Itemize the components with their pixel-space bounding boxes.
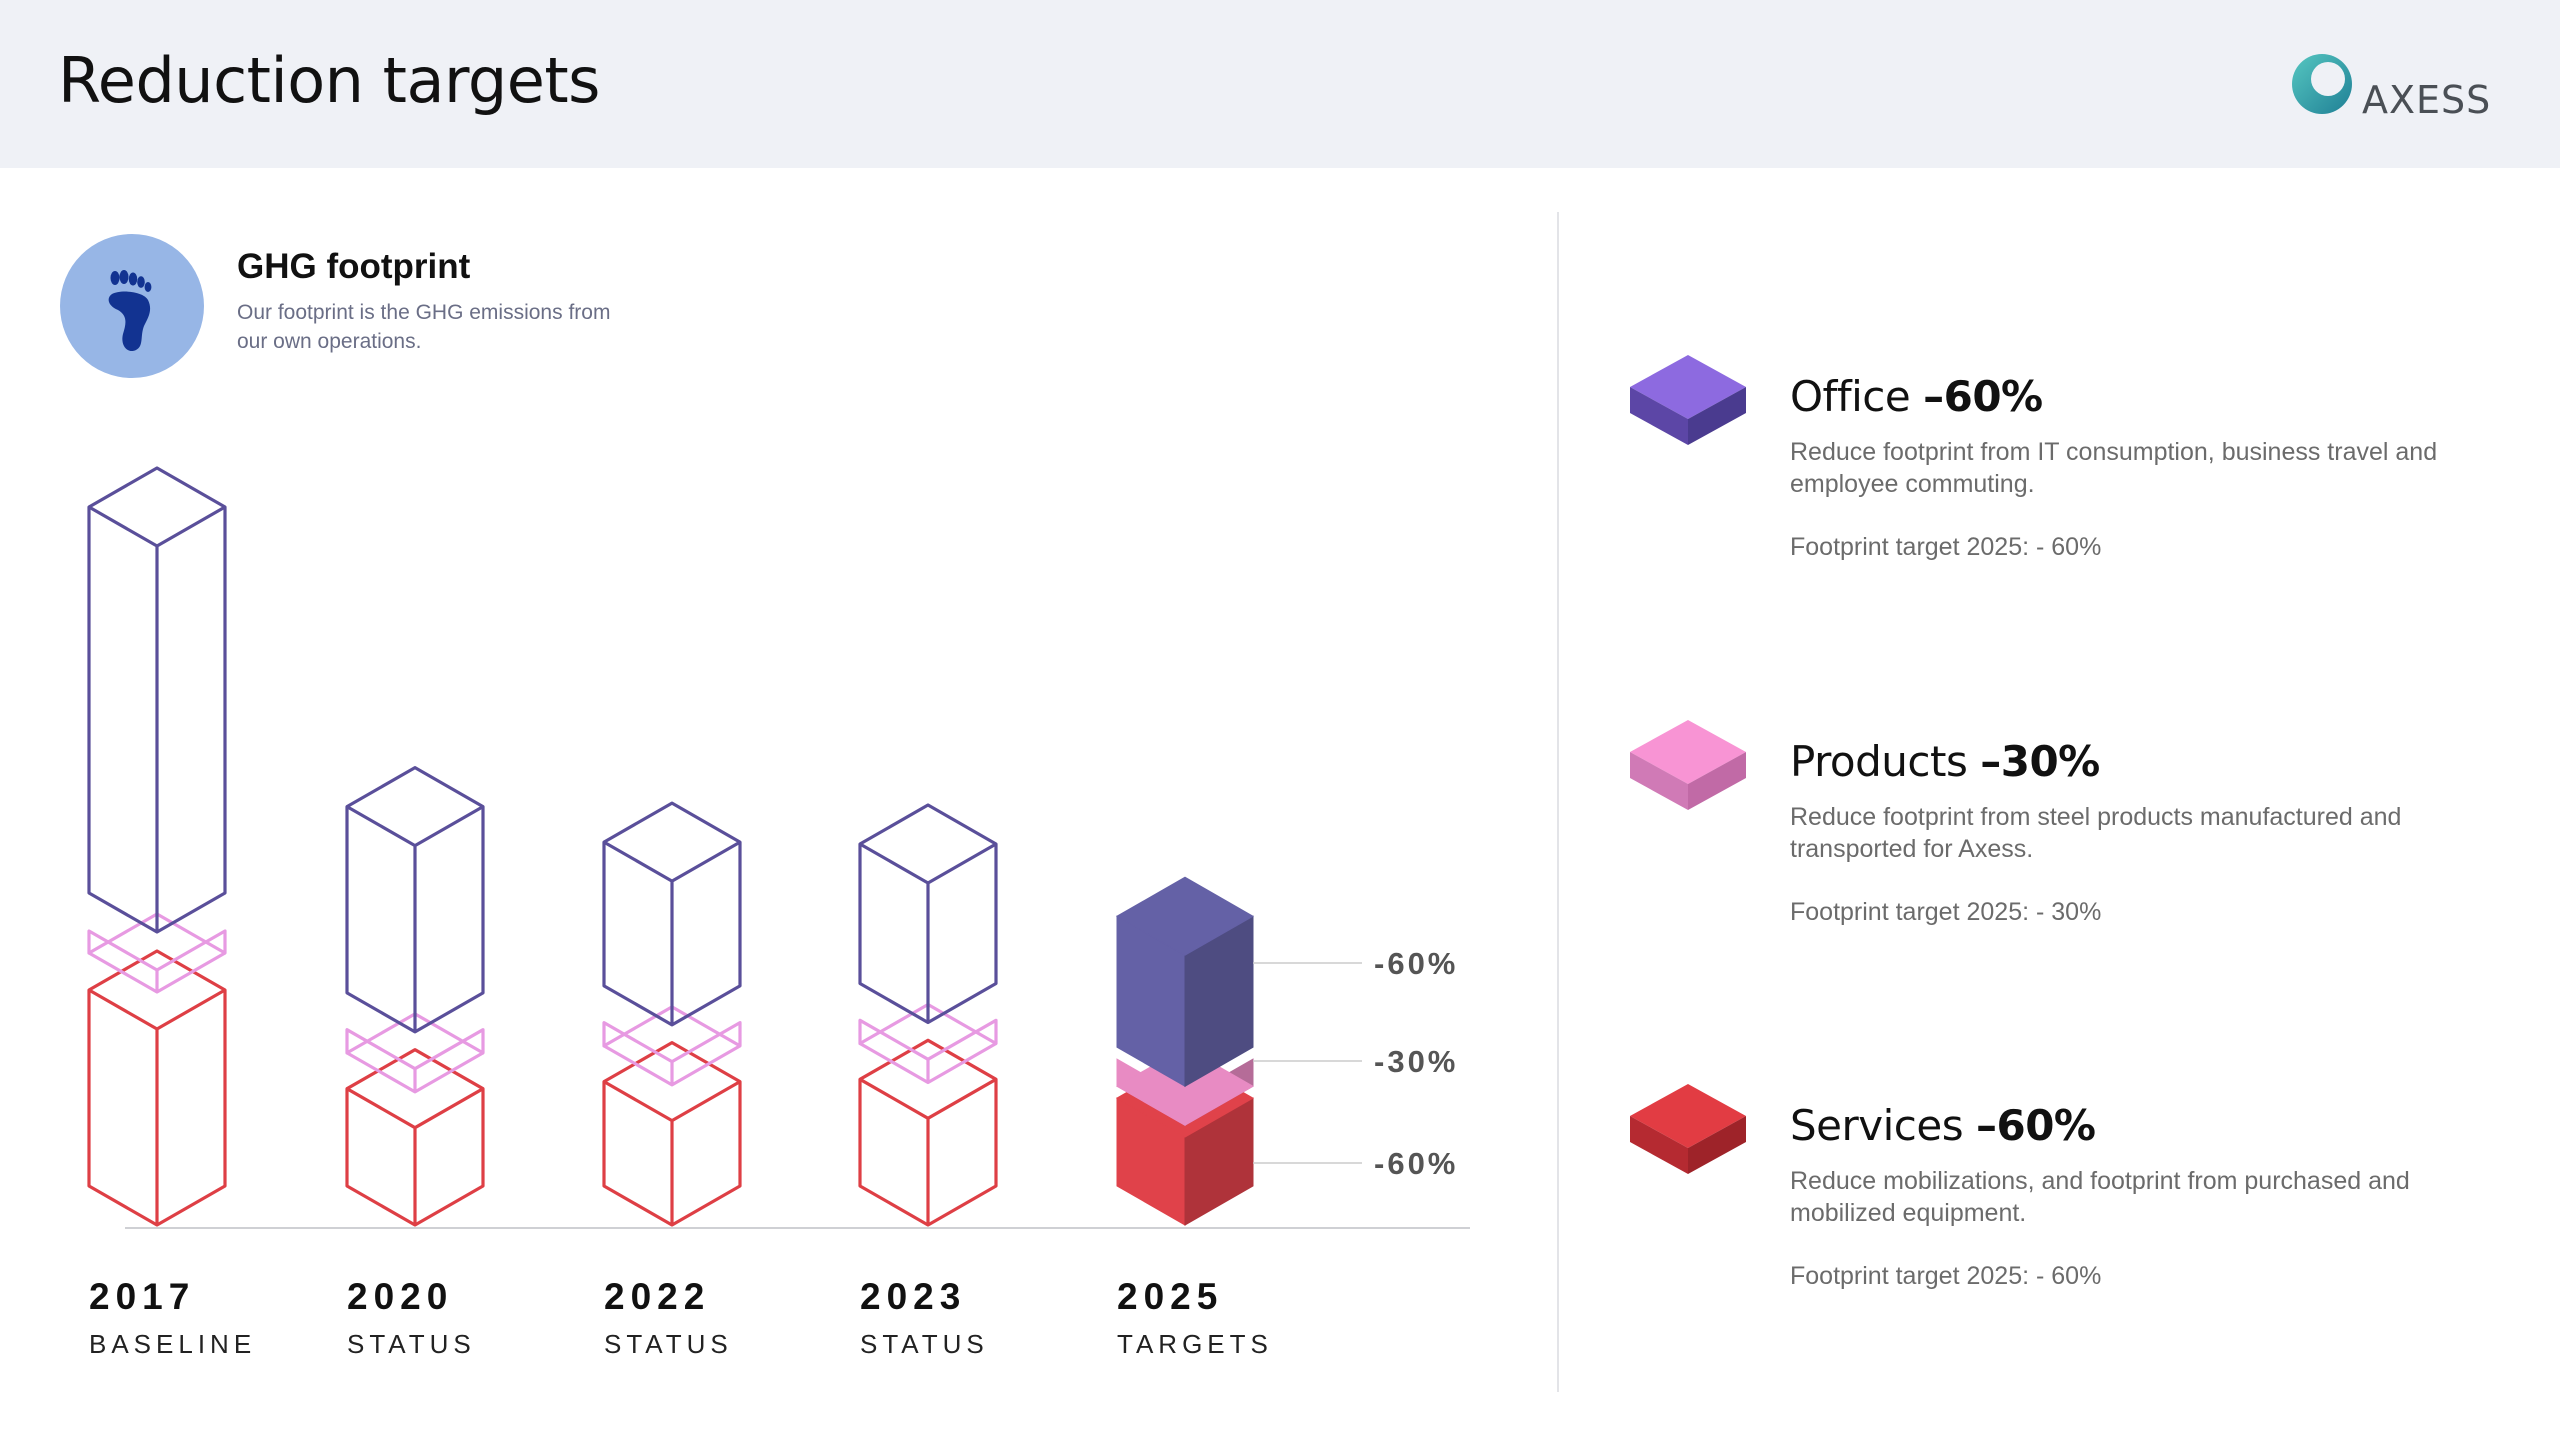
category-sublabel-2022: STATUS [604,1329,733,1359]
footprint-icon [108,270,152,352]
footprint-icon-badge [60,234,204,378]
bar-products-2020-edges [346,1051,484,1094]
products-legend-title: Products –30% [1790,737,2100,786]
category-sublabel-2017: BASELINE [89,1329,256,1359]
bar-office-2025 [1115,876,1255,1088]
bar-services-2020-outline [345,1048,485,1227]
bar-products-2022-edges [603,1044,741,1087]
services-legend-title: Services –60% [1790,1101,2096,1150]
logo-text: AXESS [2362,78,2492,122]
ghg-footprint-description: Our footprint is the GHG emissions from … [237,301,611,353]
bar-services-2022-outline [602,1041,742,1227]
products-legend-description: Reduce footprint from steel products man… [1790,803,2402,863]
bar-office-2025-top-face [1115,876,1255,956]
bar-services-2017-outline [87,949,227,1227]
header-bar: Reduction targets AXESS [0,0,2560,168]
office-legend-description: Reduce footprint from IT consumption, bu… [1790,438,2438,498]
services-legend-target: Footprint target 2025: - 60% [1790,1262,2102,1290]
office-legend-icon [1630,355,1746,445]
bar-services-2017 [87,949,227,1227]
category-sublabel-2025: TARGETS [1117,1329,1273,1359]
bar-services-2023-edges [859,1077,997,1225]
bar-office-2022-outline [602,801,742,1027]
bar-office-2022 [602,801,742,1027]
bar-services-2020-edges [346,1087,484,1225]
category-sublabel-2020: STATUS [347,1329,476,1359]
category-label-2022: 2022 [604,1276,710,1317]
bar-products-2017-edges [88,951,226,994]
vertical-divider [1557,212,1559,1392]
bar-services-2022 [602,1041,742,1227]
annotation-services-label: -60% [1374,1146,1458,1181]
bar-office-2017-edges [88,505,226,932]
products-legend-name: Products [1790,737,1968,786]
axess-logo-mark-icon [2292,54,2352,114]
bar-products-2023-edges [859,1042,997,1085]
office-legend-target: Footprint target 2025: - 60% [1790,533,2102,561]
category-label-2025: 2025 [1117,1276,1223,1317]
bar-office-2017 [87,466,227,934]
bar-office-2023-outline [858,803,998,1025]
products-legend-target: Footprint target 2025: - 30% [1790,898,2102,926]
bar-office-2023-edges [859,842,997,1023]
bar-office-2020-edges [346,805,484,1032]
category-sublabel-2023: STATUS [860,1329,989,1359]
bar-office-2022-edges [603,840,741,1025]
office-legend-reduction: –60% [1923,372,2043,421]
bar-services-2020 [345,1048,485,1227]
services-legend-reduction: –60% [1975,1101,2096,1150]
category-label-2023: 2023 [860,1276,966,1317]
services-legend-description: Reduce mobilizations, and footprint from… [1790,1167,2410,1227]
bar-services-2017-edges [88,988,226,1225]
products-legend-reduction: –30% [1980,737,2100,786]
bar-office-2020 [345,766,485,1034]
bar-services-2023 [858,1038,998,1227]
annotation-office-label: -60% [1374,946,1458,981]
category-label-2020: 2020 [347,1276,453,1317]
bar-office-2020-outline [345,766,485,1034]
page-title: Reduction targets [58,44,600,117]
products-legend-icon [1630,720,1746,810]
bar-services-2022-edges [603,1080,741,1225]
bar-office-2023 [858,803,998,1025]
bar-services-2023-outline [858,1038,998,1227]
services-legend-name: Services [1790,1101,1964,1150]
office-legend-name: Office [1790,372,1911,421]
bar-office-2017-outline [87,466,227,934]
axess-logo: AXESS [2290,48,2490,124]
services-legend-icon [1630,1084,1746,1174]
annotation-products-label: -30% [1374,1044,1458,1079]
category-label-2017: 2017 [89,1276,195,1317]
ghg-footprint-title: GHG footprint [237,247,471,286]
office-legend-title: Office –60% [1790,372,2043,421]
